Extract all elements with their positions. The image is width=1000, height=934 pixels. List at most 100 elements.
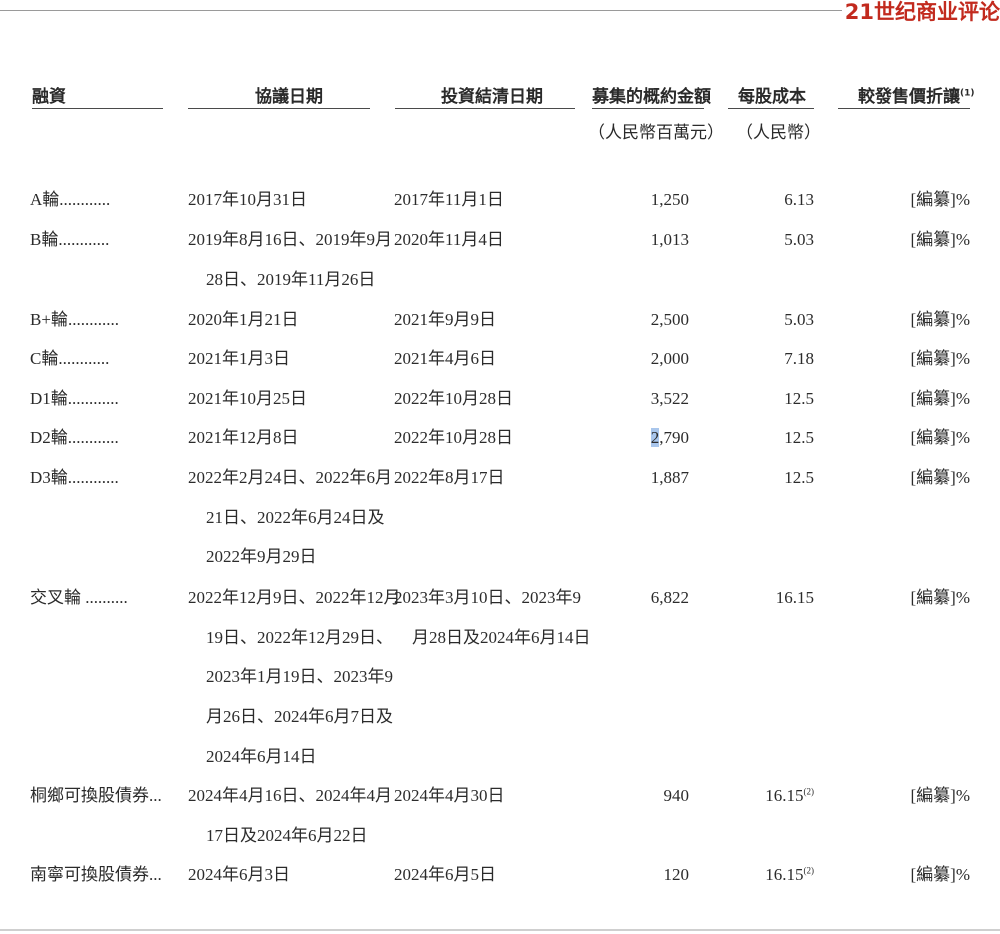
agreement-date-line: 2021年10月25日 [188, 389, 307, 408]
agreement-date-line: 19日、2022年12月29日、 [206, 628, 393, 647]
amount-value: 2,500 [650, 310, 689, 329]
round-name: B+輪............ [30, 310, 119, 330]
round-label: 交叉輪 [30, 588, 81, 607]
header-rule-cost-per-share [728, 108, 814, 109]
cost-value: 12.5 [784, 428, 814, 447]
footnote-1: (1) [960, 88, 975, 99]
header-rule-settlement-date [395, 108, 575, 109]
cost-value: 5.03 [784, 230, 814, 249]
settlement-date-line: 2021年4月6日 [394, 349, 496, 368]
cost-value: 16.15 [765, 786, 804, 805]
discount-value: [編纂]% [910, 349, 970, 368]
agreement-date-line: 2021年1月3日 [188, 349, 290, 368]
cost-value: 12.5 [784, 468, 814, 487]
settlement-date-line: 2024年6月5日 [394, 865, 496, 884]
amount-value: 1,887 [650, 468, 689, 487]
agreement-date-line: 21日、2022年6月24日及 [206, 508, 385, 527]
dot-leader: ... [149, 865, 162, 884]
cost-per-share: 12.5 [784, 389, 814, 409]
settlement-date-line: 2022年10月28日 [394, 428, 513, 447]
discount-value: [編纂]% [910, 786, 970, 805]
settlement-date-line: 2023年3月10日、2023年9 [394, 588, 581, 607]
amount-value: 6,822 [650, 588, 689, 607]
discount-value: [編纂]% [910, 588, 970, 607]
cost-per-share: 16.15 [776, 588, 814, 608]
round-name: D2輪............ [30, 428, 119, 448]
dot-leader: ............ [67, 428, 119, 447]
header-cost-unit: （人民幣） [736, 123, 821, 143]
cost-per-share: 5.03 [784, 230, 814, 250]
dot-leader: ............ [67, 310, 119, 329]
agreement-date-line: 2022年9月29日 [206, 547, 317, 566]
agreement-date-line: 2023年1月19日、2023年9 [206, 667, 393, 686]
header-amount-unit: （人民幣百萬元） [588, 123, 724, 143]
cost-per-share: 12.5 [784, 428, 814, 448]
cost-per-share: 16.15(2) [765, 786, 814, 806]
agreement-date-line: 2020年1月21日 [188, 310, 299, 329]
amount-value: 2,790 [650, 428, 689, 448]
amount-value: 120 [663, 865, 690, 884]
agreement-date-line: 2019年8月16日、2019年9月 [188, 230, 392, 249]
cost-per-share: 7.18 [784, 349, 814, 369]
round-label: 南寧可換股債券 [30, 865, 149, 884]
top-rule [0, 10, 842, 11]
dot-leader: ............ [58, 230, 110, 249]
amount-rest: ,790 [659, 428, 689, 447]
header-rule-financing [32, 108, 163, 109]
header-discount: 較發售價折讓(1) [858, 87, 975, 107]
agreement-date-line: 2024年6月14日 [206, 747, 317, 766]
discount-value: [編纂]% [910, 310, 970, 329]
agreement-date-line: 17日及2024年6月22日 [206, 826, 368, 845]
dot-leader: ............ [67, 389, 119, 408]
agreement-date-line: 2017年10月31日 [188, 190, 307, 209]
agreement-date-line: 2024年6月3日 [188, 865, 290, 884]
settlement-date-line: 2022年8月17日 [394, 468, 505, 487]
round-name: D3輪............ [30, 468, 119, 488]
amount-value: 1,250 [650, 190, 689, 209]
round-name: D1輪............ [30, 389, 119, 409]
round-label: B輪 [30, 230, 59, 249]
agreement-date-line: 2022年12月9日、2022年12月 [188, 588, 401, 607]
cost-value: 7.18 [784, 349, 814, 368]
header-rule-discount [838, 108, 970, 109]
header-cost-per-share: 每股成本 [738, 87, 806, 107]
discount-value: [編纂]% [910, 190, 970, 209]
dot-leader: ............ [58, 349, 110, 368]
agreement-date-line: 2024年4月16日、2024年4月 [188, 786, 392, 805]
cost-value: 16.15 [765, 865, 804, 884]
round-name: 南寧可換股債券... [30, 865, 162, 885]
brand-logo: 21世纪商业评论 [844, 0, 1000, 24]
agreement-date-line: 2022年2月24日、2022年6月 [188, 468, 392, 487]
round-label: C輪 [30, 349, 59, 368]
round-name: C輪............ [30, 349, 109, 369]
selection-highlight: 2 [650, 428, 660, 447]
round-name: A輪............ [30, 190, 110, 210]
round-label: D2輪 [30, 428, 68, 447]
header-settlement-date: 投資結清日期 [441, 87, 543, 107]
round-label: 桐鄉可換股債券 [30, 786, 149, 805]
header-agreement-date: 協議日期 [255, 87, 323, 107]
cost-per-share: 5.03 [784, 310, 814, 330]
round-label: B+輪 [30, 310, 68, 329]
round-name: 桐鄉可換股債券... [30, 786, 162, 806]
cost-per-share: 16.15(2) [765, 865, 814, 885]
settlement-date-line: 2024年4月30日 [394, 786, 505, 805]
cost-per-share: 12.5 [784, 468, 814, 488]
cost-per-share: 6.13 [784, 190, 814, 210]
round-label: A輪 [30, 190, 60, 209]
amount-value: 1,013 [650, 230, 689, 249]
cost-value: 5.03 [784, 310, 814, 329]
discount-value: [編纂]% [910, 389, 970, 408]
header-rule-agreement-date [188, 108, 370, 109]
dot-leader: .......... [81, 588, 128, 607]
footnote-2: (2) [803, 865, 815, 876]
header-amount: 募集的概約金額 [592, 87, 711, 107]
discount-value: [編纂]% [910, 428, 970, 447]
footnote-2: (2) [803, 786, 815, 797]
settlement-date-line: 2022年10月28日 [394, 389, 513, 408]
header-rule-amount [592, 108, 704, 109]
settlement-date-line: 月28日及2024年6月14日 [412, 628, 591, 647]
cost-value: 12.5 [784, 389, 814, 408]
settlement-date-line: 2017年11月1日 [394, 190, 504, 209]
settlement-date-line: 2021年9月9日 [394, 310, 496, 329]
